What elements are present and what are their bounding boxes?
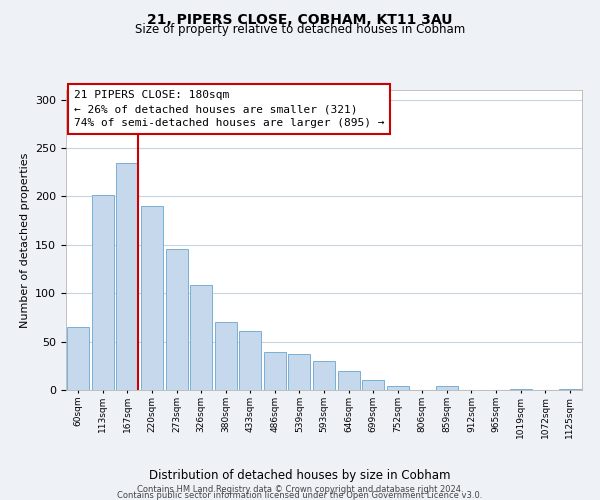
Bar bbox=[92, 194, 114, 390]
Text: Size of property relative to detached houses in Cobham: Size of property relative to detached ho… bbox=[135, 22, 465, 36]
Bar bbox=[239, 331, 262, 390]
Bar bbox=[559, 389, 581, 390]
Bar bbox=[67, 327, 89, 390]
Text: Contains public sector information licensed under the Open Government Licence v3: Contains public sector information licen… bbox=[118, 490, 482, 500]
Bar bbox=[190, 286, 212, 390]
Bar bbox=[509, 389, 532, 390]
Bar bbox=[436, 386, 458, 390]
Bar bbox=[215, 322, 237, 390]
Text: 21, PIPERS CLOSE, COBHAM, KT11 3AU: 21, PIPERS CLOSE, COBHAM, KT11 3AU bbox=[147, 12, 453, 26]
Bar bbox=[264, 352, 286, 390]
Bar bbox=[116, 162, 139, 390]
Bar bbox=[313, 361, 335, 390]
Text: Contains HM Land Registry data © Crown copyright and database right 2024.: Contains HM Land Registry data © Crown c… bbox=[137, 484, 463, 494]
Text: Distribution of detached houses by size in Cobham: Distribution of detached houses by size … bbox=[149, 470, 451, 482]
Bar bbox=[289, 354, 310, 390]
Bar bbox=[386, 386, 409, 390]
Bar bbox=[338, 370, 359, 390]
Text: 21 PIPERS CLOSE: 180sqm
← 26% of detached houses are smaller (321)
74% of semi-d: 21 PIPERS CLOSE: 180sqm ← 26% of detache… bbox=[74, 90, 384, 128]
Bar bbox=[141, 206, 163, 390]
Y-axis label: Number of detached properties: Number of detached properties bbox=[20, 152, 29, 328]
Bar bbox=[166, 248, 188, 390]
Bar bbox=[362, 380, 384, 390]
